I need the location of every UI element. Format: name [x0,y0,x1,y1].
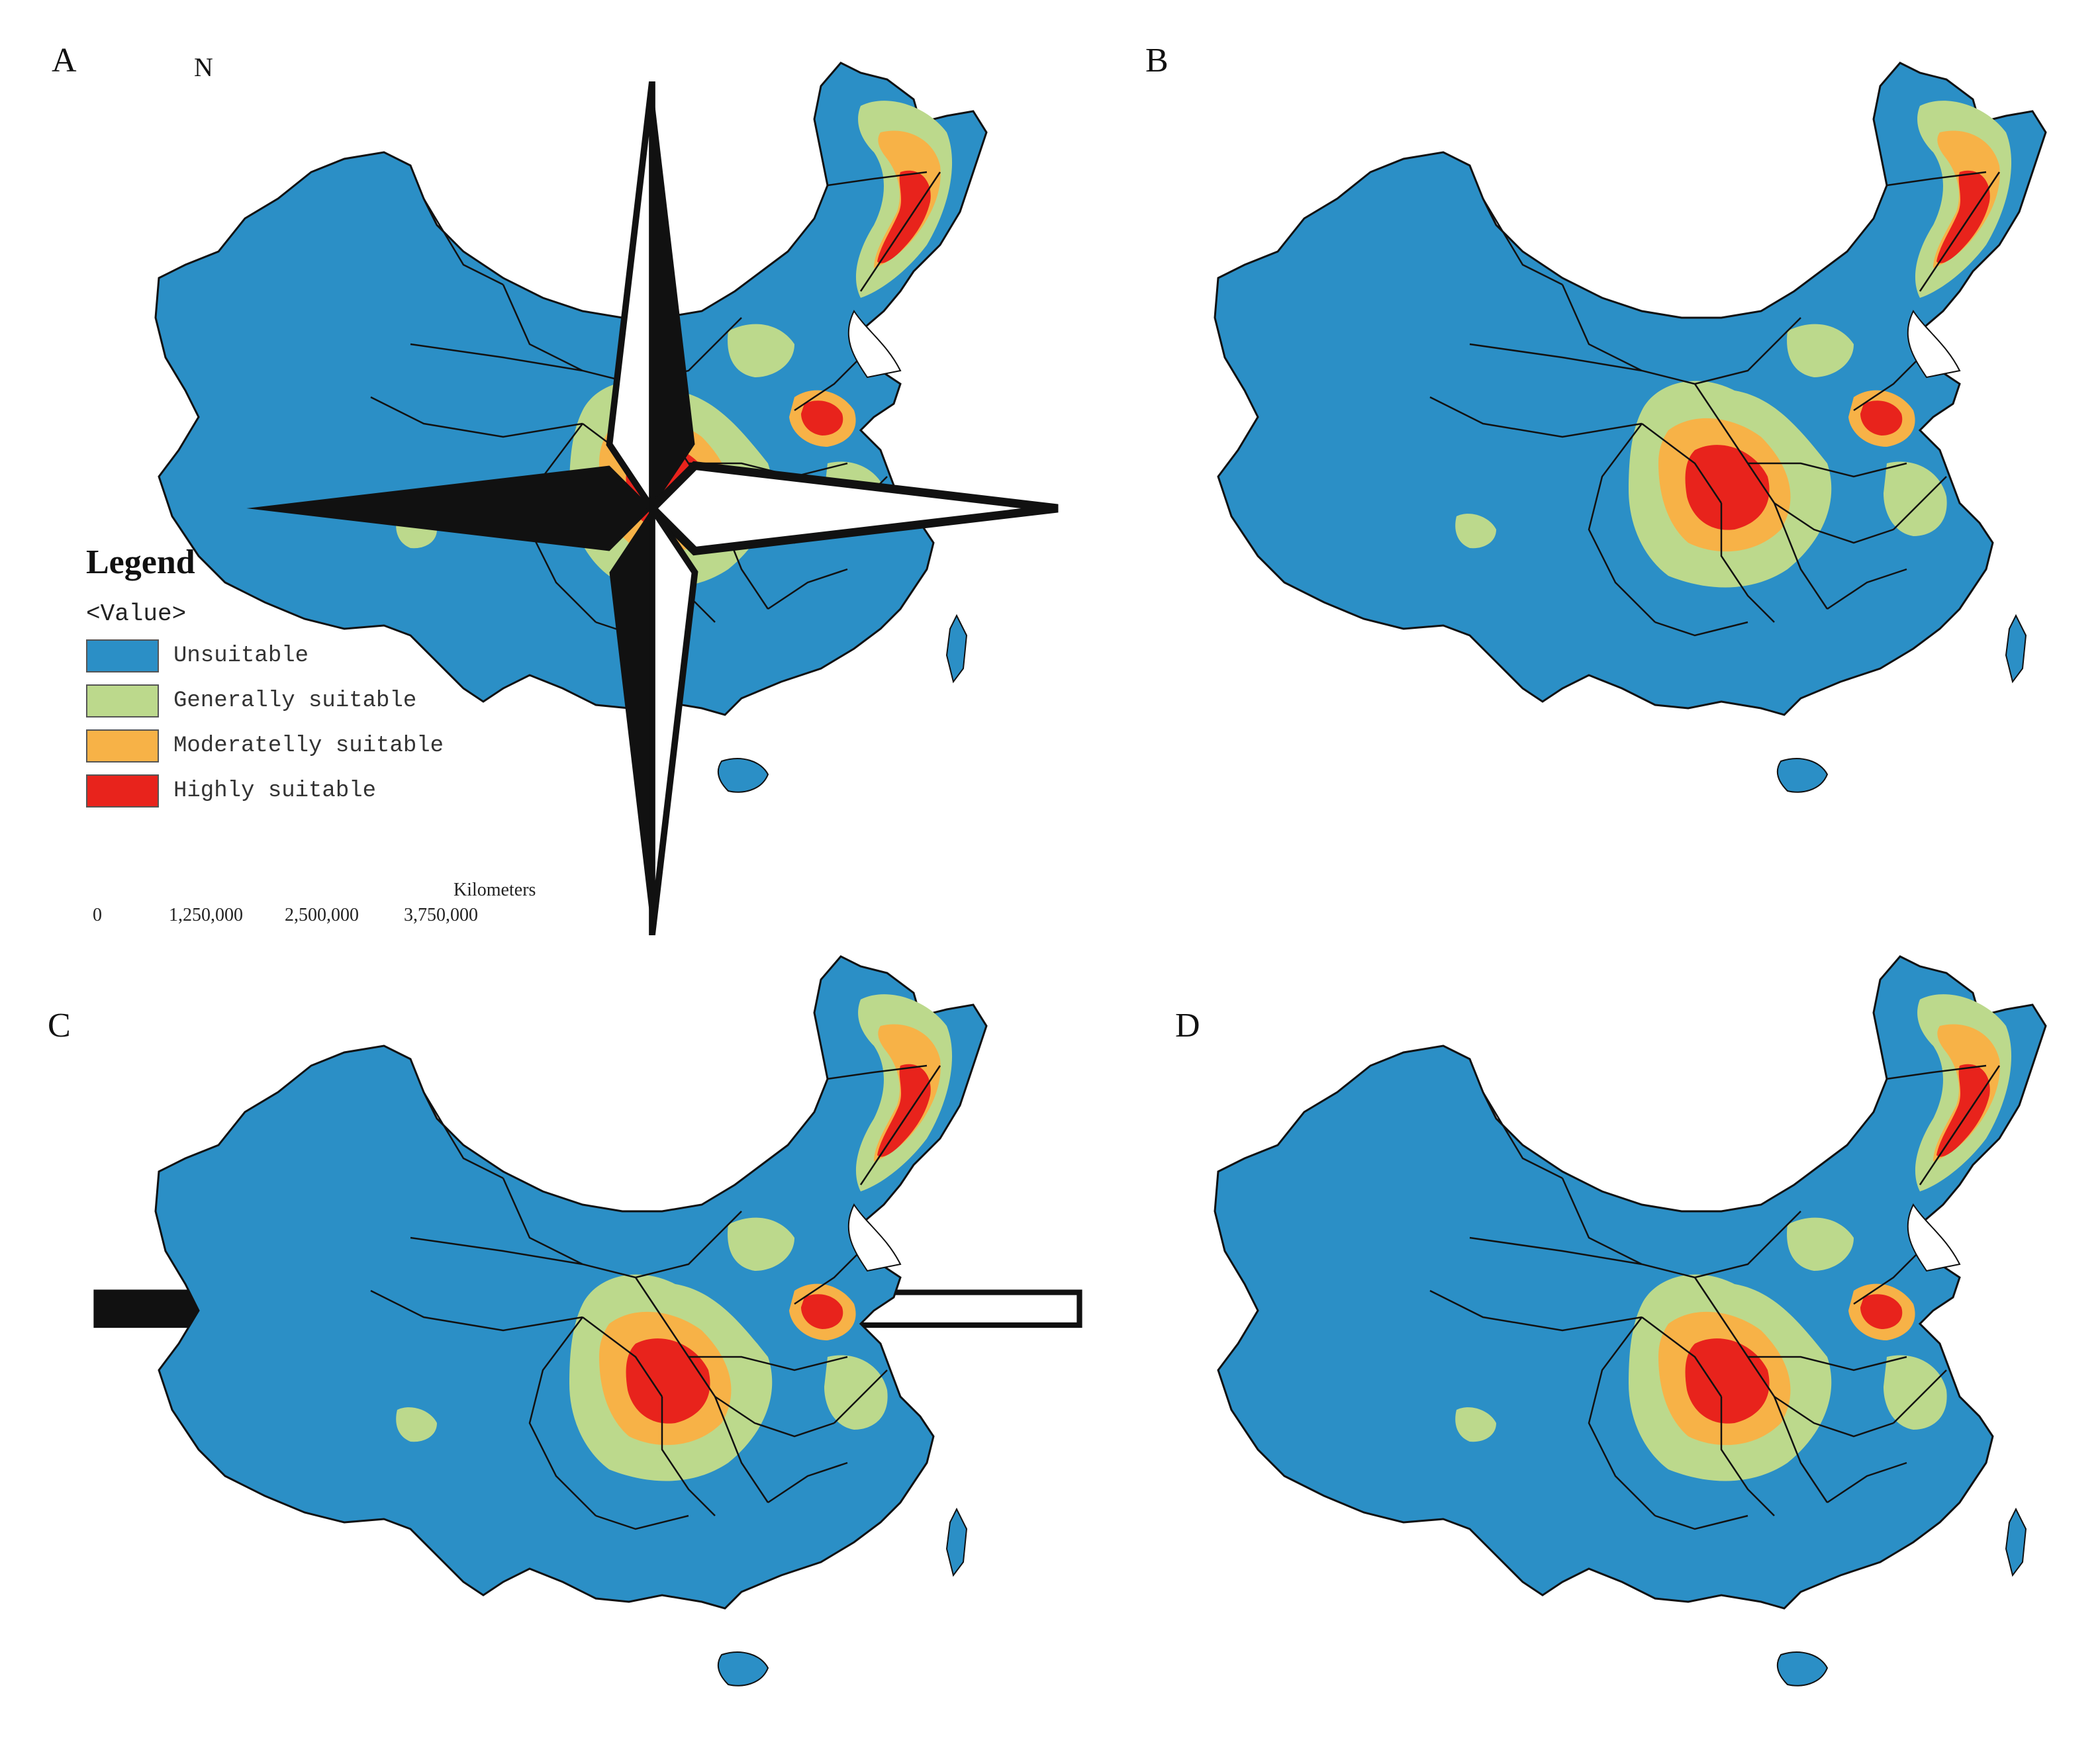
legend-label: Moderatelly suitable [173,733,444,759]
legend-swatch [86,639,159,672]
china-suitability-map-d [1214,955,2047,1687]
north-arrow: N [142,52,1059,935]
panel-label-d: D [1175,1007,1200,1044]
map-panel-b: B [1059,0,2079,854]
legend-label: Unsuitable [173,643,309,669]
legend-label: Highly suitable [173,778,377,804]
legend-title: Legend [86,543,195,581]
map-panel-a: A N Legend <Value> Unsuitable Generally … [0,0,1082,1328]
legend-item-generally-suitable: Generally suitable [86,684,444,717]
legend-item-unsuitable: Unsuitable [86,639,444,672]
map-legend: Legend <Value> Unsuitable Generally suit… [86,543,444,808]
map-panel-c: C [0,894,1020,1747]
panel-label-a: A [52,42,77,79]
legend-swatch [86,729,159,763]
china-suitability-map-b [1214,62,2047,793]
china-suitability-map-a [154,62,988,793]
scale-unit: Kilometers [453,880,536,900]
china-suitability-map-c [154,955,988,1687]
legend-swatch [86,684,159,717]
panel-label-b: B [1145,42,1169,79]
scale-tick-3: 3,750,000 [404,905,478,925]
scale-tick-0: 0 [93,905,102,925]
legend-item-moderately-suitable: Moderatelly suitable [86,729,444,763]
legend-swatch [86,774,159,808]
panel-label-c: C [48,1007,71,1044]
scale-tick-1: 1,250,000 [169,905,243,925]
map-panel-d: D [1059,894,2079,1747]
legend-value-header: <Value> [86,600,187,627]
legend-item-highly-suitable: Highly suitable [86,774,444,808]
scale-tick-2: 2,500,000 [285,905,359,925]
north-label: N [194,52,213,82]
legend-label: Generally suitable [173,688,417,714]
compass-rose-icon [246,81,1059,935]
